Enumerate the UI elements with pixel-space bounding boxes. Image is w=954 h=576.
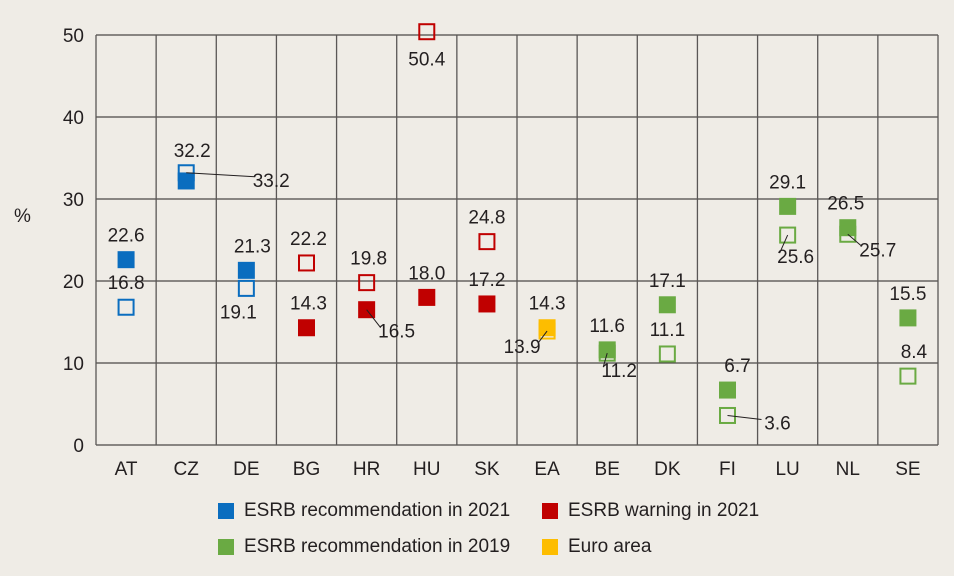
legend-swatch-red bbox=[542, 503, 558, 519]
x-tick-label: HR bbox=[353, 459, 380, 480]
data-label: 16.5 bbox=[378, 322, 415, 343]
point-hollow bbox=[358, 274, 376, 292]
leader-line bbox=[366, 309, 382, 329]
point-filled bbox=[418, 288, 436, 306]
point-filled bbox=[598, 341, 616, 359]
x-tick-label: AT bbox=[115, 459, 138, 480]
data-label: 8.4 bbox=[901, 342, 928, 363]
data-label: 19.8 bbox=[350, 249, 387, 270]
data-label: 17.2 bbox=[468, 270, 505, 291]
data-label: 14.3 bbox=[290, 294, 327, 315]
point-hollow bbox=[839, 225, 857, 243]
data-label: 19.1 bbox=[220, 302, 257, 323]
point-hollow bbox=[237, 279, 255, 297]
leader-line bbox=[186, 172, 256, 178]
y-tick-label: 50 bbox=[63, 26, 84, 47]
point-filled bbox=[719, 381, 736, 399]
data-label: 25.6 bbox=[777, 247, 814, 268]
data-label: 3.6 bbox=[764, 413, 790, 434]
data-label: 11.1 bbox=[650, 320, 686, 341]
leader-line bbox=[537, 330, 548, 344]
data-label: 33.2 bbox=[253, 171, 290, 192]
x-axis-ticks: AT CZ DE BG HR HU SK EA BE DK FI LU NL SE bbox=[115, 459, 921, 480]
point-hollow bbox=[117, 298, 135, 316]
point-hollow bbox=[658, 345, 676, 363]
legend-item-euro-area: Euro area bbox=[542, 536, 651, 558]
data-label: 14.3 bbox=[529, 294, 566, 315]
data-label: 13.9 bbox=[504, 337, 541, 358]
x-tick-label: DE bbox=[233, 459, 259, 480]
point-hollow bbox=[298, 254, 315, 272]
y-tick-label: 30 bbox=[63, 190, 84, 211]
data-label: 26.5 bbox=[827, 194, 864, 215]
data-label: 18.0 bbox=[408, 263, 445, 284]
data-points: 22.6 16.8 32.2 33.2 21.3 19.1 22.2 14.3 19.8 16.5… bbox=[108, 23, 928, 434]
x-tick-label: EA bbox=[534, 459, 560, 480]
point-filled bbox=[117, 251, 135, 269]
data-label: 15.5 bbox=[889, 284, 926, 305]
legend-label: ESRB recommendation in 2021 bbox=[244, 500, 511, 521]
point-hollow bbox=[779, 226, 797, 244]
point-filled bbox=[538, 319, 556, 337]
x-tick-label: FI bbox=[719, 459, 736, 480]
data-label: 16.8 bbox=[108, 273, 145, 294]
y-tick-label: 20 bbox=[63, 272, 84, 293]
data-label: 50.4 bbox=[408, 50, 445, 71]
legend-item-warning-2021: ESRB warning in 2021 bbox=[542, 500, 759, 522]
leader-line bbox=[779, 234, 789, 254]
legend-label: Euro area bbox=[568, 536, 652, 557]
legend-item-rec-2019: ESRB recommendation in 2019 bbox=[218, 536, 510, 558]
x-tick-label: HU bbox=[413, 459, 440, 480]
x-tick-label: BG bbox=[293, 459, 320, 480]
data-label: 22.6 bbox=[108, 226, 145, 247]
point-filled bbox=[899, 309, 917, 327]
data-label: 22.2 bbox=[290, 229, 327, 250]
grid bbox=[95, 34, 939, 446]
x-tick-label: LU bbox=[775, 459, 799, 480]
x-tick-label: SE bbox=[895, 459, 920, 480]
point-hollow bbox=[478, 233, 496, 251]
x-tick-label: SK bbox=[474, 459, 500, 480]
data-label: 21.3 bbox=[234, 236, 271, 257]
point-hollow bbox=[418, 23, 436, 41]
leader-line bbox=[847, 233, 863, 247]
leader-line bbox=[727, 414, 762, 420]
data-label: 11.2 bbox=[601, 361, 637, 382]
y-tick-label: 40 bbox=[63, 108, 84, 129]
data-label: 11.6 bbox=[589, 316, 625, 337]
data-label: 24.8 bbox=[468, 208, 505, 229]
data-label: 32.2 bbox=[174, 141, 211, 162]
legend-label: ESRB warning in 2021 bbox=[568, 500, 760, 521]
x-tick-label: CZ bbox=[174, 459, 200, 480]
y-axis-ticks: 0 10 20 30 40 50 bbox=[63, 26, 84, 457]
legend-item-rec-2021: ESRB recommendation in 2021 bbox=[218, 500, 510, 522]
point-filled bbox=[298, 319, 315, 337]
x-tick-label: DK bbox=[654, 459, 681, 480]
point-filled bbox=[658, 296, 676, 314]
point-hollow bbox=[538, 322, 556, 340]
point-hollow bbox=[719, 406, 736, 424]
data-label: 29.1 bbox=[769, 172, 806, 193]
x-tick-label: BE bbox=[595, 459, 620, 480]
legend-swatch-green bbox=[218, 539, 234, 555]
x-tick-label: NL bbox=[836, 459, 860, 480]
point-filled bbox=[478, 295, 496, 313]
data-label: 25.7 bbox=[859, 240, 896, 261]
data-label: 6.7 bbox=[724, 356, 750, 377]
chart: 0 10 20 30 40 50 AT CZ DE BG HR HU SK EA BE DK FI LU NL SE… bbox=[14, 23, 939, 480]
legend-swatch-yellow bbox=[542, 539, 558, 555]
legend-label: ESRB recommendation in 2019 bbox=[244, 536, 511, 557]
point-filled bbox=[237, 261, 255, 279]
legend-swatch-blue bbox=[218, 503, 234, 519]
y-tick-label: 10 bbox=[63, 354, 84, 375]
y-tick-label: 0 bbox=[73, 436, 84, 457]
data-label: 17.1 bbox=[649, 271, 686, 292]
leader-line bbox=[602, 353, 608, 368]
point-hollow bbox=[899, 367, 917, 385]
point-hollow bbox=[598, 344, 616, 362]
point-filled bbox=[779, 197, 797, 215]
y-axis-label: % bbox=[14, 206, 31, 227]
